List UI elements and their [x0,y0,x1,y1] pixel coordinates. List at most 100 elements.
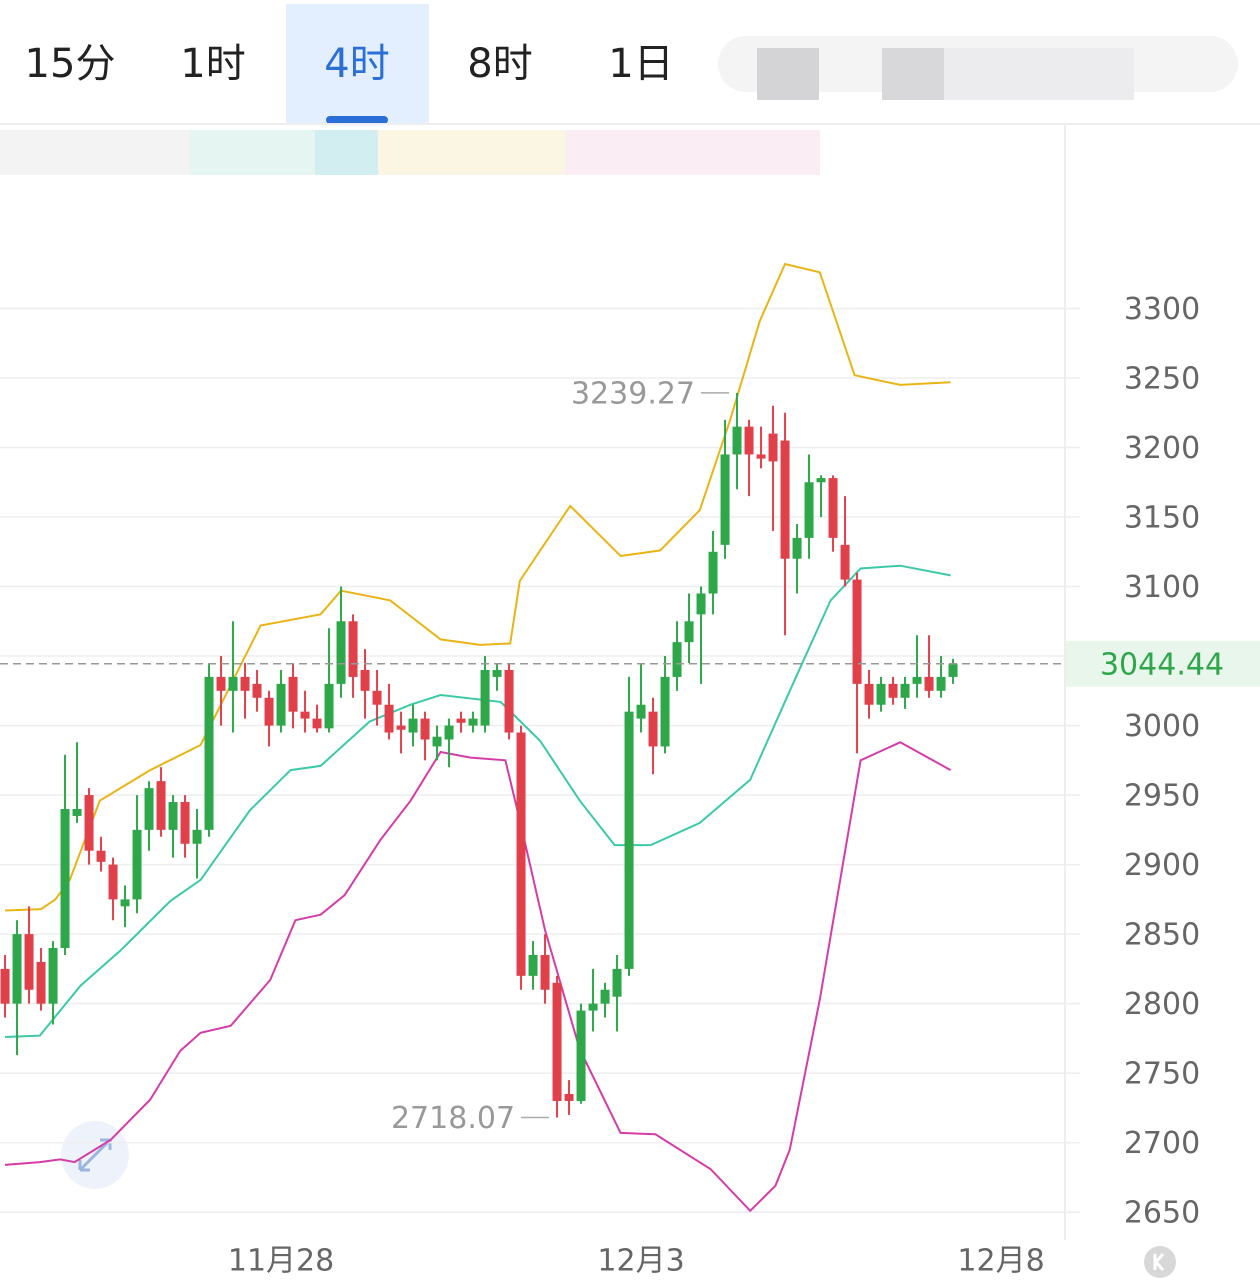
candle-body [480,669,490,726]
blurred-toolbar [718,36,1238,100]
tab-label[interactable]: 15分 [25,41,116,87]
y-tick-label: 3250 [1124,361,1200,396]
blur-block [378,130,565,175]
candle-body [636,704,646,719]
blur-block [565,130,820,175]
candle-body [564,1094,574,1101]
y-tick-label: 2800 [1124,987,1200,1022]
candle-body [252,683,262,698]
candle-body [936,676,946,691]
candle-body [576,1010,586,1101]
candle-body [24,934,34,990]
candle-body [624,711,634,969]
candle-body [840,544,850,580]
candle-body [432,736,442,747]
candle-body [396,725,406,730]
band-line [4,262,951,912]
candle-body [96,850,106,862]
tab-label[interactable]: 1日 [608,41,673,87]
candle-body [912,676,922,684]
tab-label[interactable]: 8时 [467,41,532,87]
candle-body [780,440,790,559]
candle-body [684,621,694,643]
tab-label[interactable]: 1时 [180,41,245,87]
candle-body [216,676,226,691]
x-tick-label: 12月3 [597,1244,684,1279]
candle-body [852,579,862,684]
candle-body [588,1003,598,1011]
candle-body [900,683,910,698]
y-tick-label: 3300 [1124,292,1200,327]
blur-block [944,48,1134,100]
candle-body [600,989,610,1004]
candle-body [420,718,430,740]
candle-body [756,454,766,459]
y-tick-label: 2850 [1124,918,1200,953]
candle-body [204,676,214,830]
candle-body [696,593,706,615]
blurred-strip [0,130,820,175]
candle-body [48,948,58,1004]
candle-body [156,781,166,830]
extreme-label: 2718.07 [391,1101,515,1136]
candle-body [864,683,874,705]
candle-body [720,454,730,545]
y-tick-label: 2650 [1124,1196,1200,1231]
candle-body [648,711,658,747]
candle-body [348,621,358,677]
candle-body [0,968,10,1004]
candle-body [744,426,754,455]
candle-body [456,718,466,723]
y-tick-label: 2700 [1124,1126,1200,1161]
candle-body [708,551,718,594]
active-tab-indicator [326,116,388,124]
last-price-label: 3044.44 [1100,647,1224,682]
candle-body [108,864,118,900]
candle-body [228,676,238,691]
candle-body [264,697,274,726]
candle-body [384,704,394,733]
candle-body [372,690,382,705]
y-tick-label: 3100 [1124,570,1200,605]
candle-body [468,718,478,726]
candle-body [168,802,178,830]
candle-body [552,982,562,1101]
active-tab-bg [286,4,429,123]
candle-body [276,683,286,726]
y-tick-label: 3150 [1124,501,1200,536]
x-tick-label: 11月28 [228,1244,334,1279]
candle-body [828,478,838,538]
candle-body [816,478,826,483]
candle-body [120,899,130,907]
candle-body [516,732,526,976]
y-tick-label: 2750 [1124,1057,1200,1092]
y-tick-label: 2900 [1124,848,1200,883]
blur-block [190,130,315,175]
y-tick-label: 3000 [1124,709,1200,744]
tab-label[interactable]: 4时 [324,41,389,87]
candle-body [792,537,802,559]
candle-body [336,621,346,684]
extreme-label: 3239.27 [571,376,695,411]
candle-body [84,795,94,851]
candle-body [12,934,22,1004]
candle-body [804,482,814,538]
candle-body [924,676,934,691]
k-button[interactable] [1144,1246,1176,1278]
plot: 2650270027502800285029002950300030503100… [0,262,1260,1279]
candle-body [528,954,538,976]
y-tick-label: 2950 [1124,779,1200,814]
candle-body [612,968,622,997]
band-line [4,564,951,1038]
candle-body [876,683,886,705]
candle-body [192,829,202,844]
candle-body [948,663,958,677]
candle-body [144,788,154,830]
candle-body [312,718,322,729]
k-icon [1153,1253,1165,1271]
candle-body [72,808,82,816]
candle-body [408,718,418,733]
candle-body [60,808,70,949]
candle-body [36,961,46,1004]
